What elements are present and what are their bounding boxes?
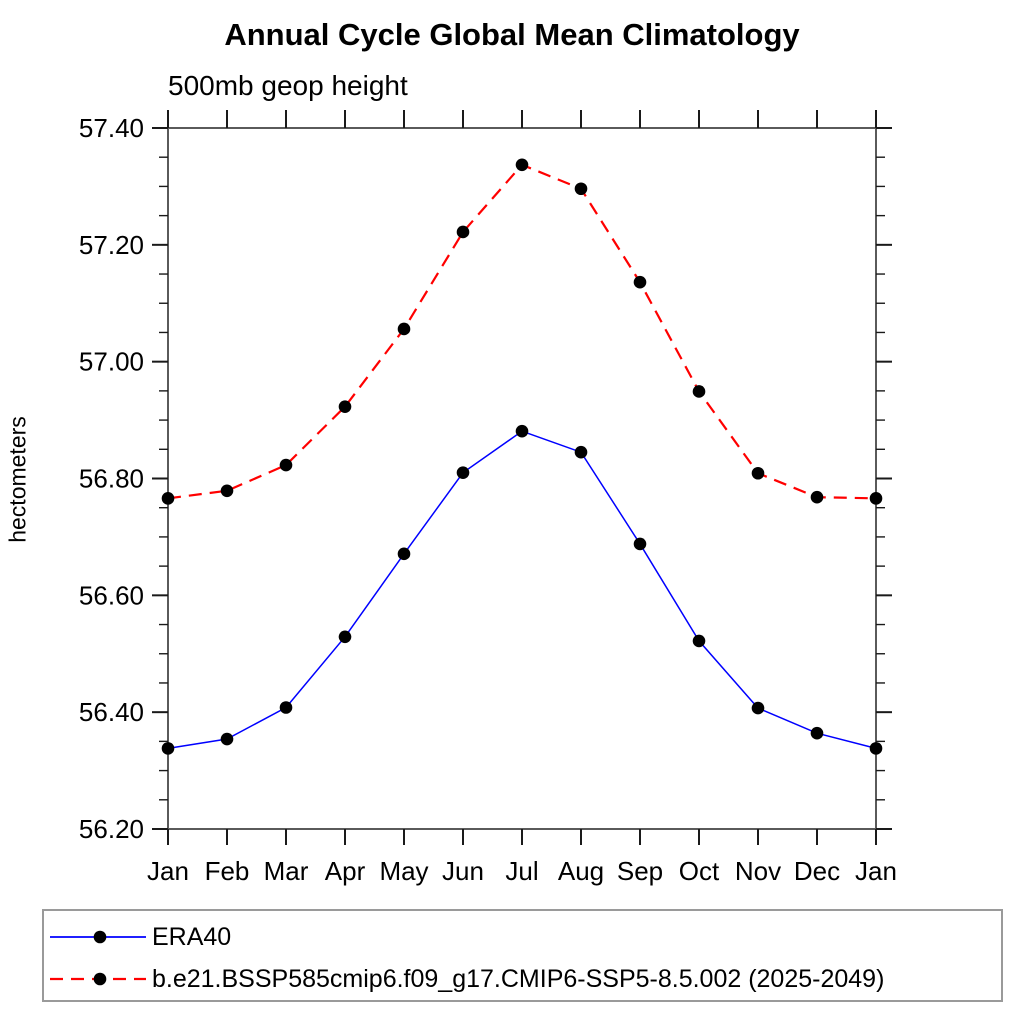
y-tick-label: 56.20 — [79, 814, 144, 844]
data-point-marker — [515, 424, 529, 438]
data-point-marker — [751, 701, 765, 715]
legend-item-era40: ERA40 — [44, 922, 231, 952]
data-point-marker — [574, 182, 588, 196]
y-tick-label: 56.60 — [79, 580, 144, 610]
y-tick-label: 56.80 — [79, 464, 144, 494]
x-tick-label: Mar — [264, 856, 309, 886]
ssp585-line-swatch — [50, 972, 146, 986]
x-tick-label: Sep — [617, 856, 663, 886]
era40-line-swatch — [50, 930, 146, 944]
data-point-marker — [692, 385, 706, 398]
x-tick-label: Jun — [442, 856, 484, 886]
data-point-marker — [338, 400, 352, 413]
plot-frame — [167, 127, 877, 830]
legend-item-ssp585: b.e21.BSSP585cmip6.f09_g17.CMIP6-SSP5-8.… — [44, 964, 884, 994]
data-point-marker — [810, 726, 824, 740]
chart-subtitle: 500mb geop height — [168, 70, 408, 101]
marker-dot-icon — [93, 930, 107, 944]
y-tick-label: 56.40 — [79, 697, 144, 727]
data-point-marker — [456, 466, 470, 479]
data-point-marker — [751, 466, 765, 480]
data-point-marker — [456, 225, 470, 239]
data-point-marker — [161, 742, 175, 755]
data-point-marker — [397, 322, 411, 336]
series-line-1 — [167, 163, 877, 500]
x-tick-label: Dec — [794, 856, 840, 886]
x-tick-label: Jul — [505, 856, 538, 886]
x-tick-label: Nov — [735, 856, 781, 886]
data-point-marker — [220, 732, 234, 746]
x-tick-label: Apr — [325, 856, 366, 886]
y-tick-label: 57.20 — [79, 230, 144, 260]
x-tick-label: Oct — [679, 856, 720, 886]
data-point-marker — [633, 537, 647, 551]
x-tick-label: Jan — [147, 856, 189, 886]
data-point-marker — [279, 701, 293, 714]
legend-label-ssp585: b.e21.BSSP585cmip6.f09_g17.CMIP6-SSP5-8.… — [152, 964, 885, 993]
x-tick-label: Feb — [205, 856, 250, 886]
x-tick-label: Aug — [558, 856, 604, 886]
legend: ERA40 b.e21.BSSP585cmip6.f09_g17.CMIP6-S… — [42, 909, 1003, 1002]
x-tick-label: Jan — [855, 856, 897, 886]
data-point-marker — [338, 630, 352, 644]
series-line-0 — [167, 430, 877, 750]
y-tick-label: 57.40 — [79, 113, 144, 143]
data-point-marker — [692, 634, 706, 648]
chart-title: Annual Cycle Global Mean Climatology — [224, 17, 800, 52]
data-point-marker — [574, 445, 588, 459]
x-tick-label: May — [379, 856, 428, 886]
data-point-marker — [397, 547, 411, 561]
data-point-marker — [869, 742, 883, 755]
data-point-marker — [869, 492, 883, 505]
data-point-marker — [220, 484, 234, 498]
marker-dot-icon — [93, 972, 107, 986]
legend-label-era40: ERA40 — [152, 922, 232, 951]
data-point-marker — [633, 275, 647, 289]
data-point-marker — [161, 492, 175, 505]
data-point-marker — [810, 490, 824, 504]
data-point-marker — [279, 458, 293, 472]
y-tick-label: 57.00 — [79, 347, 144, 377]
data-point-marker — [515, 158, 529, 172]
